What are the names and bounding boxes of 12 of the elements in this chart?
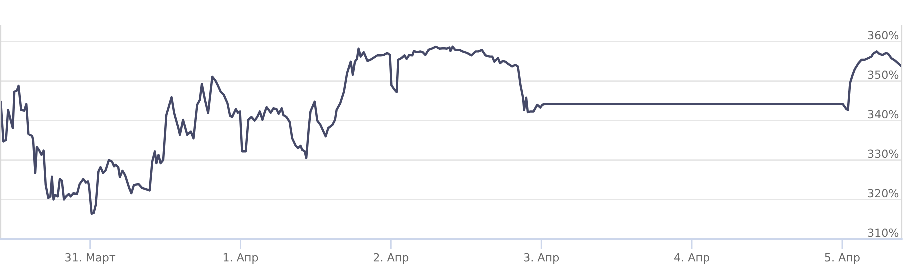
y-tick-label: 360%: [868, 31, 899, 40]
x-tick-label: 2. Апр: [374, 253, 409, 264]
x-tick-label: 4. Апр: [674, 254, 710, 264]
y-tick-label: 310%: [868, 228, 899, 238]
y-tick-label: 340%: [868, 110, 899, 119]
x-tick-label: 5. Апр: [825, 254, 860, 264]
y-tick-label: 320%: [868, 189, 899, 198]
x-tick-label: 3. Апр: [524, 253, 560, 264]
y-tick-label: 350%: [868, 70, 899, 80]
y-tick-label: 330%: [868, 150, 899, 158]
x-tick-label: 31. Март: [66, 253, 116, 264]
x-tick-label: 1. Апр: [224, 254, 258, 264]
